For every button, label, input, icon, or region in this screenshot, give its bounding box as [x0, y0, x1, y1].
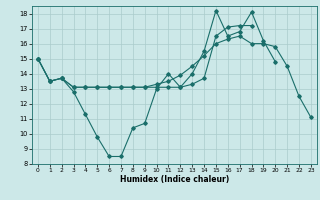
X-axis label: Humidex (Indice chaleur): Humidex (Indice chaleur)	[120, 175, 229, 184]
